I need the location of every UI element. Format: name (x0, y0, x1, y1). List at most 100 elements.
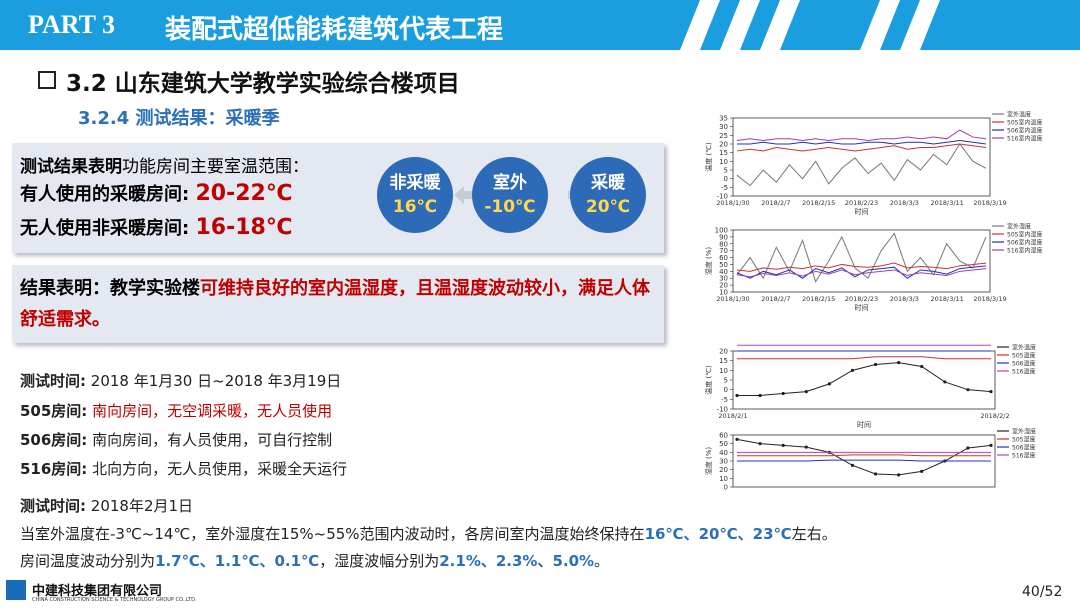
circle-label: 采暖 (591, 173, 625, 193)
y-tick-label: 30 (719, 275, 728, 283)
circle: 室外 -10℃ (472, 157, 548, 233)
x-tick-label: 2018/1/30 (716, 295, 749, 303)
legend-label: 506温度 (1012, 360, 1035, 368)
text: 当室外温度在-3℃~14℃，室外湿度在15%~55%范围内波动时，各房间室内温度… (20, 525, 645, 543)
circle-label: 室外 (493, 173, 527, 193)
x-tick-label: 2018/2/7 (761, 199, 790, 207)
x-tick-label: 2018/3/3 (890, 295, 919, 303)
circle-value: 20℃ (585, 197, 631, 217)
y-tick-label: 10 (719, 475, 728, 483)
x-axis-label: 时间 (857, 420, 871, 429)
series-line (737, 454, 991, 457)
y-tick-label: 50 (719, 261, 728, 269)
circle-value: -10℃ (484, 197, 536, 217)
x-tick-label: 2018/3/11 (930, 199, 963, 207)
legend-label: 506室内湿度 (1007, 239, 1042, 247)
series-line (737, 459, 991, 462)
info-row: 测试时间: 2018 年1月30 日~2018 年3月19日 (20, 370, 341, 391)
marker (966, 446, 970, 450)
y-tick-label: 0 (724, 484, 728, 492)
plot-area (732, 117, 991, 197)
y-tick-label: 5 (724, 377, 728, 385)
section-title: 3.2 山东建筑大学教学实验综合楼项目 (66, 71, 460, 97)
x-axis-label: 时间 (855, 303, 869, 312)
paragraph: 房间温度波动分别为1.7℃、1.1℃、0.1℃，湿度波幅分别为2.1%、2.3%… (20, 550, 609, 571)
x-tick-label: 2018/2/1 (718, 412, 747, 420)
series-line (737, 140, 987, 145)
y-tick-label: -10 (717, 193, 728, 201)
part-label: PART 3 (28, 10, 115, 39)
marker (758, 442, 762, 446)
marker (850, 368, 855, 372)
y-tick-label: 10 (719, 289, 728, 297)
info-label: 506房间: (20, 431, 88, 449)
page-number: 40/52 (1022, 584, 1063, 600)
y-tick-label: 20 (719, 282, 728, 290)
y-tick-label: 40 (719, 268, 728, 276)
series-line (736, 438, 992, 476)
legend-label: 505湿度 (1012, 436, 1035, 444)
plot-area (732, 229, 991, 293)
y-tick-label: 35 (719, 115, 728, 123)
y-axis-label: 温度 (℃) (704, 365, 713, 395)
y-tick-label: 20 (719, 141, 728, 149)
legend-label: 室外湿度 (1012, 428, 1036, 436)
legend-label: 505温度 (1012, 352, 1035, 360)
text: 左右。 (791, 525, 837, 543)
y-tick-label: 60 (719, 432, 728, 440)
y-tick-label: 20 (719, 348, 728, 356)
y-tick-label: 60 (719, 254, 728, 262)
x-axis-label: 时间 (855, 207, 869, 216)
test-day-label: 测试时间: (20, 497, 86, 515)
marker (897, 361, 901, 365)
conclusion-lead: 结果表明：教学实验楼 (20, 278, 200, 299)
y-tick-label: -10 (717, 406, 728, 414)
x-tick-label: 2018/2/23 (845, 295, 878, 303)
legend-label: 516湿度 (1012, 452, 1035, 460)
y-tick-label: 10 (719, 367, 728, 375)
text: 房间温度波动分别为 (20, 552, 156, 570)
conclusion-box (12, 265, 664, 343)
legend-label: 516室内温度 (1007, 135, 1042, 143)
series-line (736, 143, 987, 187)
header-bar (0, 0, 1080, 50)
x-tick-label: 2018/2/15 (802, 295, 835, 303)
y-axis-label: 湿度 (%) (704, 447, 713, 476)
x-tick-label: 2018/3/3 (890, 199, 919, 207)
y-tick-label: 15 (719, 149, 728, 157)
legend-label: 506湿度 (1012, 444, 1035, 452)
legend-label: 室外温度 (1012, 344, 1036, 352)
summary-row: 无人使用非采暖房间: 16-18℃ (20, 214, 292, 240)
y-tick-label: 30 (719, 123, 728, 131)
row-label: 无人使用非采暖房间: (20, 218, 196, 239)
marker (989, 390, 993, 394)
info-label: 505房间: (20, 402, 88, 420)
marker (873, 362, 878, 367)
plot-area (732, 350, 996, 410)
series-line (737, 356, 991, 360)
marker (966, 388, 970, 392)
circle-label: 非采暖 (389, 173, 441, 193)
intro: 功能房间主要室温范围： (122, 157, 309, 177)
y-tick-label: 90 (719, 233, 728, 241)
y-tick-label: 70 (719, 247, 728, 255)
y-tick-label: -5 (721, 184, 728, 192)
row-label: 有人使用的采暖房间: (20, 184, 196, 205)
row-value: 20-22℃ (195, 181, 293, 206)
series-line (736, 129, 987, 142)
logo (6, 580, 26, 600)
legend-label: 516温度 (1012, 368, 1035, 376)
test-day: 测试时间: 2018年2月1日 (20, 495, 193, 516)
y-tick-label: 80 (719, 240, 728, 248)
marker (989, 443, 993, 447)
row-value: 16-18℃ (195, 215, 293, 240)
text: 。 (594, 552, 610, 570)
info-value: 2018 年1月30 日~2018 年3月19日 (90, 372, 342, 390)
series-line (736, 143, 987, 152)
paragraph: 当室外温度在-3℃~14℃，室外湿度在15%~55%范围内波动时，各房间室内温度… (20, 523, 837, 544)
marker (735, 437, 739, 441)
header-title: 装配式超低能耗建筑代表工程 (165, 15, 504, 45)
test-day-value: 2018年2月1日 (90, 497, 194, 515)
y-tick-label: 50 (719, 440, 728, 448)
